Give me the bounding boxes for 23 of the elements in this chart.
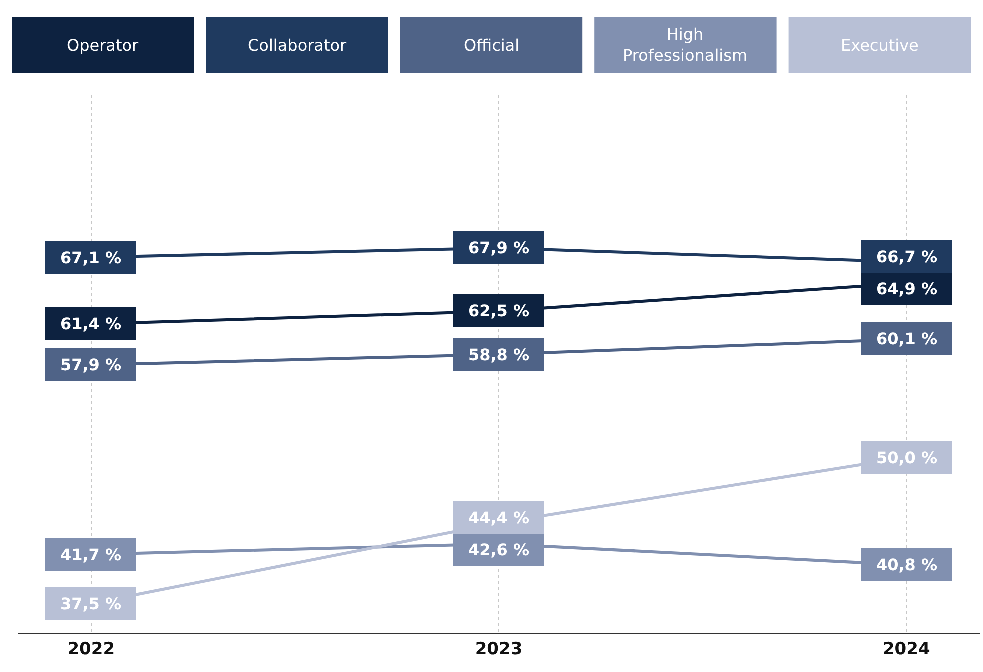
- data-label: 41,7 %: [60, 546, 122, 564]
- x-tick-label: 2024: [882, 639, 930, 660]
- data-label: 50,0 %: [876, 448, 938, 468]
- x-tick-label: 2022: [68, 639, 116, 660]
- data-label: 67,1 %: [60, 248, 122, 268]
- text: Executive: [841, 36, 919, 55]
- text: High Professionalism: [623, 25, 748, 65]
- data-label: 57,9 %: [60, 356, 122, 374]
- text: Collaborator: [248, 36, 348, 55]
- data-label: 64,9 %: [876, 280, 938, 298]
- data-label: 66,7 %: [876, 248, 938, 266]
- data-label: 44,4 %: [468, 508, 530, 528]
- data-label: 60,1 %: [876, 330, 938, 348]
- x-tick-label: 2023: [475, 639, 523, 660]
- data-label: 40,8 %: [876, 556, 938, 574]
- data-label: 67,9 %: [468, 238, 530, 258]
- text: Operator: [67, 36, 140, 55]
- text: Official: [464, 36, 520, 55]
- data-label: 58,8 %: [468, 346, 530, 364]
- data-label: 62,5 %: [468, 302, 530, 320]
- data-label: 42,6 %: [468, 540, 530, 560]
- data-label: 37,5 %: [60, 594, 122, 614]
- data-label: 61,4 %: [60, 314, 122, 334]
